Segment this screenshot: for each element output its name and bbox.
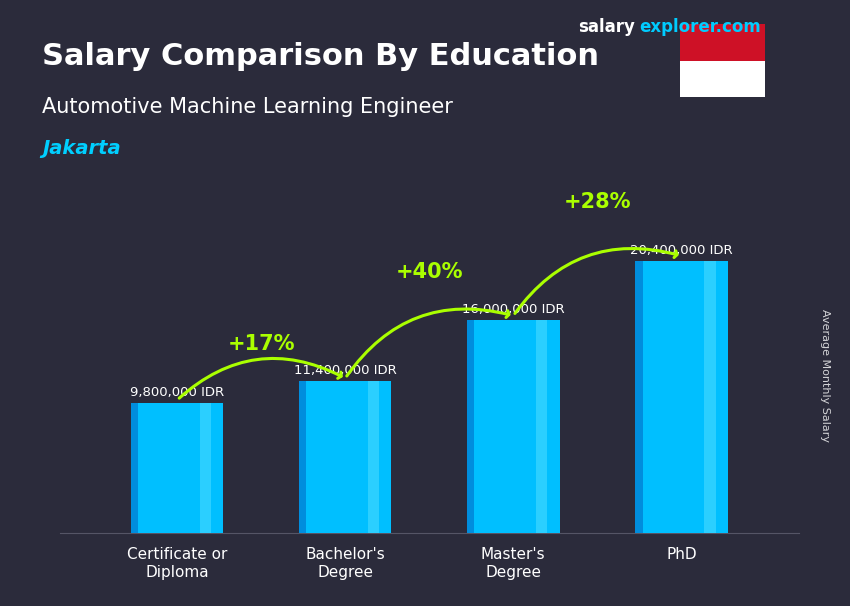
Text: Jakarta: Jakarta bbox=[42, 139, 121, 158]
Text: 16,000,000 IDR: 16,000,000 IDR bbox=[462, 303, 564, 316]
Bar bbox=[680, 24, 765, 61]
Bar bbox=[635, 261, 643, 533]
Bar bbox=[680, 61, 765, 97]
Text: salary: salary bbox=[578, 18, 635, 36]
Bar bbox=[131, 402, 224, 533]
Text: +28%: +28% bbox=[564, 192, 631, 212]
Text: explorer.com: explorer.com bbox=[639, 18, 761, 36]
Bar bbox=[705, 261, 716, 533]
Bar bbox=[299, 381, 392, 533]
Bar bbox=[131, 402, 139, 533]
Bar bbox=[467, 320, 559, 533]
Bar bbox=[467, 320, 474, 533]
Text: Average Monthly Salary: Average Monthly Salary bbox=[819, 309, 830, 442]
Bar bbox=[201, 402, 212, 533]
Text: 20,400,000 IDR: 20,400,000 IDR bbox=[630, 244, 733, 258]
Text: Salary Comparison By Education: Salary Comparison By Education bbox=[42, 42, 599, 72]
Bar bbox=[299, 381, 306, 533]
Text: 9,800,000 IDR: 9,800,000 IDR bbox=[130, 385, 224, 399]
Bar bbox=[536, 320, 547, 533]
Text: 11,400,000 IDR: 11,400,000 IDR bbox=[294, 364, 397, 378]
Text: +17%: +17% bbox=[228, 334, 295, 354]
Text: +40%: +40% bbox=[395, 262, 463, 282]
Text: Automotive Machine Learning Engineer: Automotive Machine Learning Engineer bbox=[42, 97, 453, 117]
Bar bbox=[368, 381, 379, 533]
Bar bbox=[635, 261, 728, 533]
